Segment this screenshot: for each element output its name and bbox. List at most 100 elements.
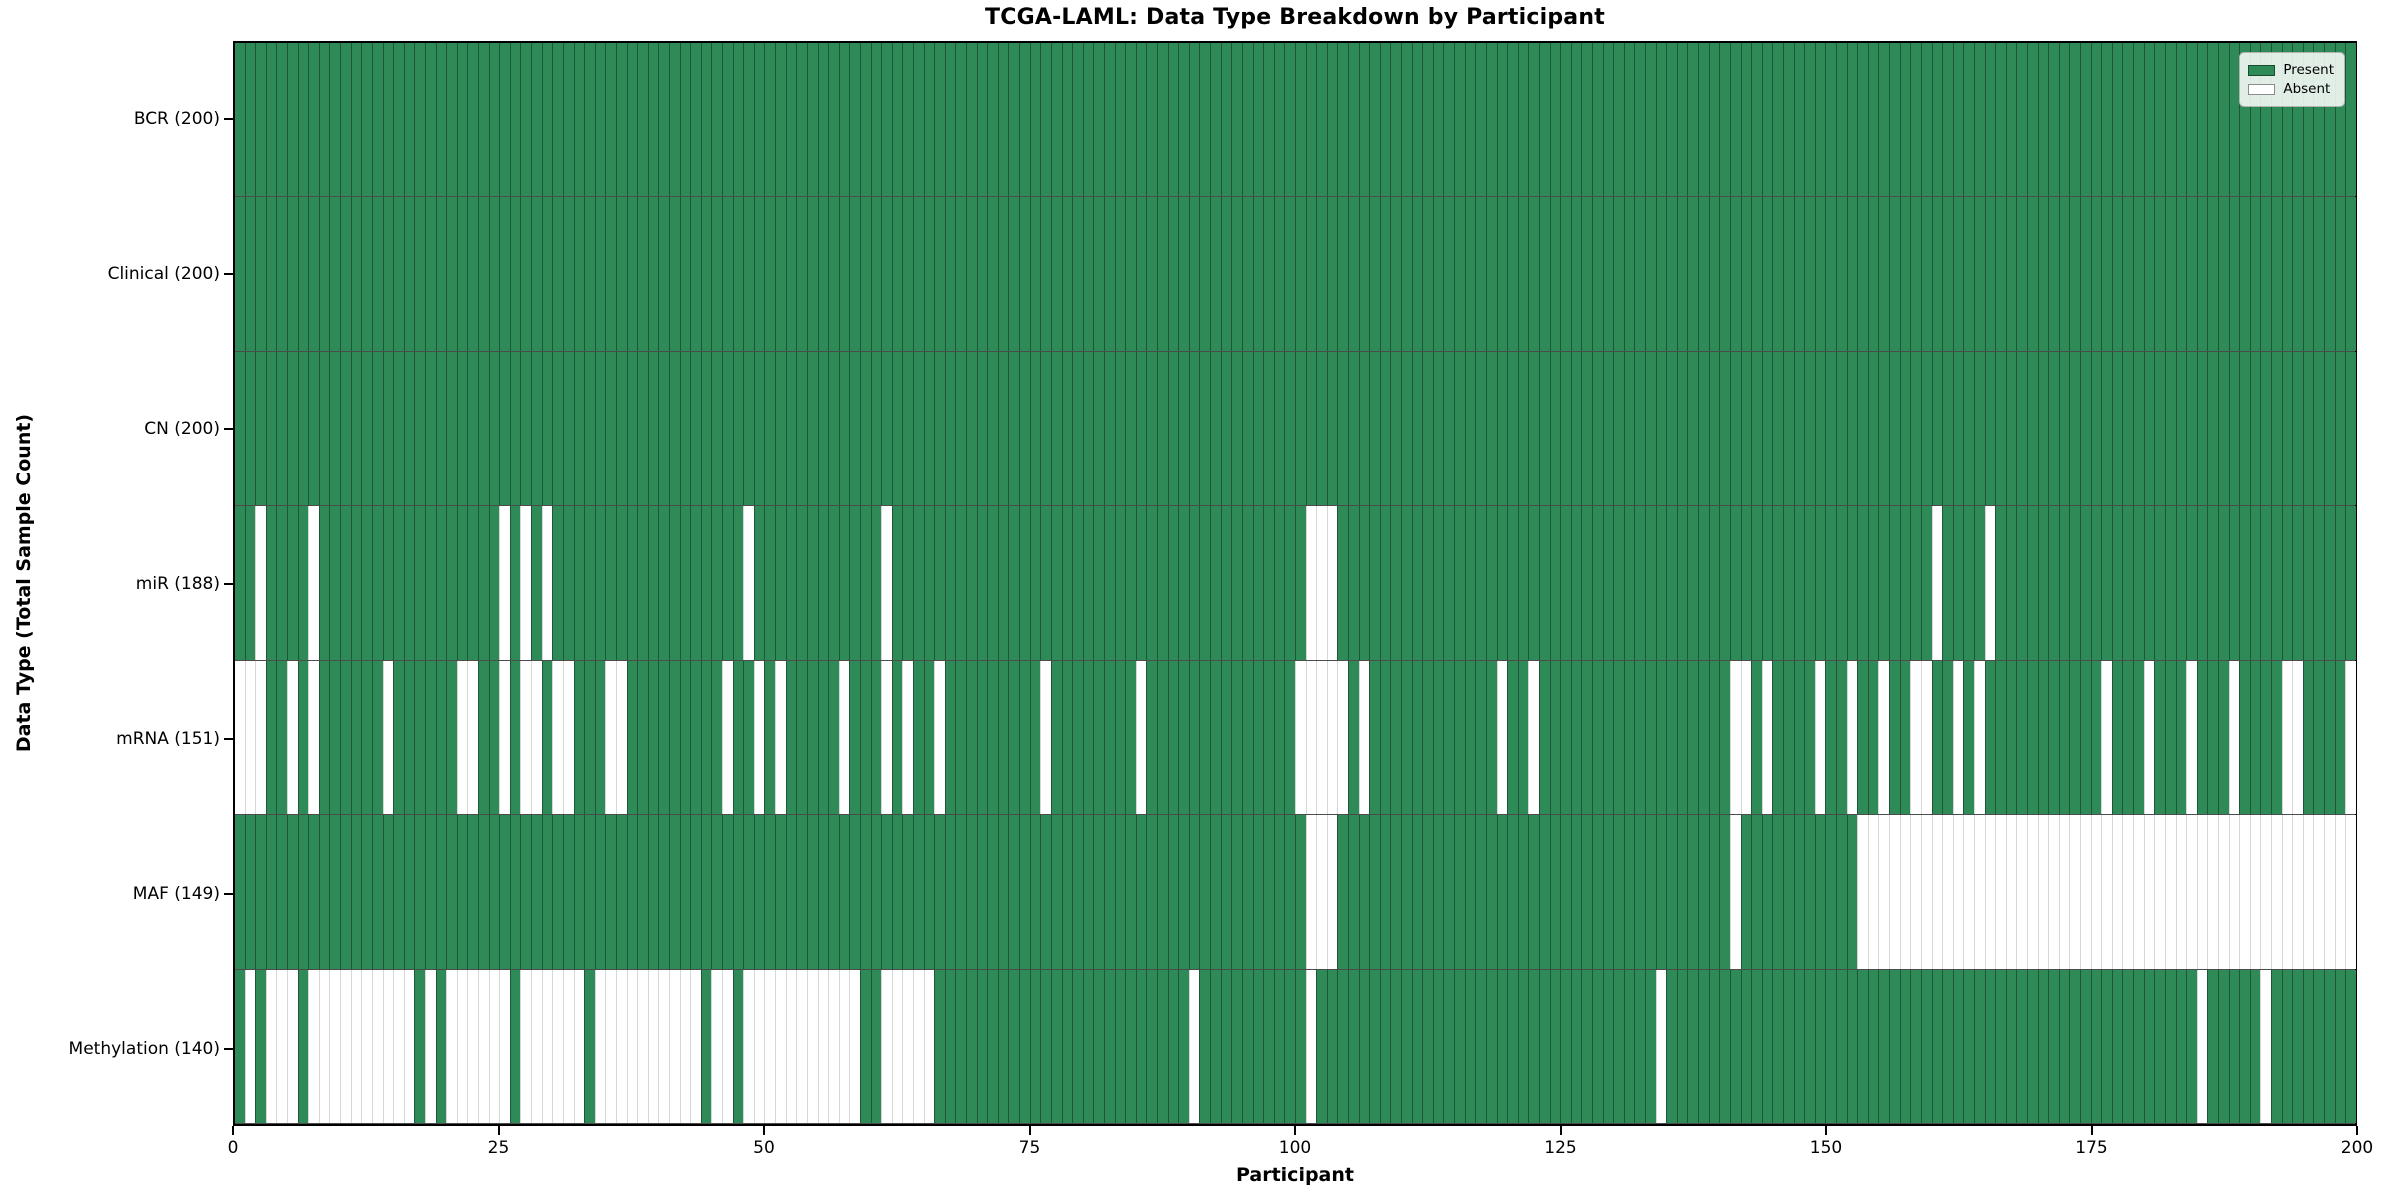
heatmap-cell <box>2143 351 2155 506</box>
heatmap-cell <box>1740 197 1752 351</box>
heatmap-cell <box>944 506 956 660</box>
heatmap-cell <box>552 660 563 815</box>
heatmap-cell <box>2164 506 2176 660</box>
heatmap-cell <box>276 660 288 815</box>
heatmap-cell <box>1655 660 1667 815</box>
heatmap-cell <box>1284 351 1295 506</box>
heatmap-cell <box>647 197 659 351</box>
heatmap-cell <box>2281 969 2293 1123</box>
heatmap-cell <box>1581 506 1592 660</box>
heatmap-cell <box>1507 43 1518 197</box>
heatmap-cell <box>2249 969 2261 1123</box>
heatmap-cell <box>796 43 807 197</box>
heatmap-cell <box>2005 197 2017 351</box>
heatmap-cell <box>1878 197 1890 351</box>
heatmap-cell <box>393 43 404 197</box>
heatmap-cell <box>2069 815 2081 969</box>
heatmap-cell <box>308 197 319 351</box>
heatmap-cell <box>1422 351 1433 506</box>
heatmap-cell <box>775 43 786 197</box>
heatmap-cell <box>1825 351 1837 506</box>
heatmap-cell <box>478 506 489 660</box>
heatmap-cell <box>2048 197 2059 351</box>
heatmap-cell <box>976 351 988 506</box>
heatmap-cell <box>244 351 256 506</box>
heatmap-cell <box>1422 197 1433 351</box>
heatmap-cell <box>2239 197 2250 351</box>
heatmap-cell <box>446 197 457 351</box>
heatmap-cell <box>2281 351 2293 506</box>
heatmap-cell <box>403 351 415 506</box>
heatmap-cell <box>2196 660 2208 815</box>
heatmap-cell <box>1719 197 1730 351</box>
heatmap-cell <box>637 351 648 506</box>
y-tick-mark <box>224 427 233 430</box>
heatmap-cell <box>838 197 850 351</box>
heatmap-cell <box>966 43 977 197</box>
heatmap-cell <box>700 351 712 506</box>
heatmap-cell <box>1401 660 1412 815</box>
heatmap-cell <box>637 660 648 815</box>
heatmap-cell <box>478 815 489 969</box>
heatmap-cell <box>2292 815 2303 969</box>
heatmap-cell <box>1761 197 1773 351</box>
heatmap-cell <box>679 351 691 506</box>
heatmap-cell <box>1655 197 1667 351</box>
heatmap-cell <box>2080 197 2091 351</box>
heatmap-cell <box>1793 506 1805 660</box>
heatmap-cell <box>393 351 404 506</box>
heatmap-cell <box>679 969 691 1123</box>
heatmap-cell <box>1931 506 1943 660</box>
heatmap-cell <box>1103 351 1115 506</box>
heatmap-cell <box>1645 197 1656 351</box>
heatmap-cell <box>1103 660 1115 815</box>
heatmap-cell <box>1995 969 2006 1123</box>
heatmap-cell <box>1390 815 1402 969</box>
heatmap-cell <box>478 197 489 351</box>
heatmap-cell <box>1125 506 1136 660</box>
heatmap-cell <box>1029 660 1041 815</box>
heatmap-cell <box>2026 815 2038 969</box>
y-axis-label: Data Type (Total Sample Count) <box>13 413 35 753</box>
heatmap-cell <box>2005 815 2017 969</box>
heatmap-cell <box>2292 43 2303 197</box>
heatmap-cell <box>966 506 977 660</box>
heatmap-cell <box>753 351 765 506</box>
legend: Present Absent <box>2239 52 2345 107</box>
heatmap-cell <box>2037 351 2049 506</box>
heatmap-cell <box>255 43 266 197</box>
heatmap-cell <box>615 660 627 815</box>
heatmap-cell <box>1199 660 1211 815</box>
heatmap-cell <box>1560 969 1571 1123</box>
heatmap-row-CN <box>235 351 2356 507</box>
heatmap-cell <box>2101 660 2112 815</box>
heatmap-cell <box>1019 969 1030 1123</box>
heatmap-cell <box>934 969 945 1123</box>
heatmap-cell <box>1963 815 1974 969</box>
heatmap-cell <box>2281 815 2293 969</box>
heatmap-cell <box>509 969 521 1123</box>
heatmap-cell <box>859 969 871 1123</box>
heatmap-cell <box>520 43 532 197</box>
heatmap-cell <box>456 815 468 969</box>
heatmap-cell <box>2345 351 2356 506</box>
x-tick-mark <box>763 1126 765 1135</box>
heatmap-cell <box>1613 506 1624 660</box>
heatmap-cell <box>1666 197 1677 351</box>
heatmap-cell <box>1358 815 1370 969</box>
heatmap-cell <box>1369 197 1380 351</box>
heatmap-cell <box>361 660 372 815</box>
heatmap-cell <box>997 351 1009 506</box>
heatmap-cell <box>934 660 945 815</box>
heatmap-cell <box>308 815 319 969</box>
heatmap-cell <box>1878 506 1890 660</box>
heatmap-cell <box>1464 351 1476 506</box>
heatmap-cell <box>679 43 691 197</box>
heatmap-cell <box>838 969 850 1123</box>
heatmap-cell <box>1889 506 1900 660</box>
heatmap-cell <box>828 660 839 815</box>
heatmap-cell <box>2228 660 2240 815</box>
heatmap-cell <box>923 660 935 815</box>
heatmap-cell <box>1963 197 1974 351</box>
